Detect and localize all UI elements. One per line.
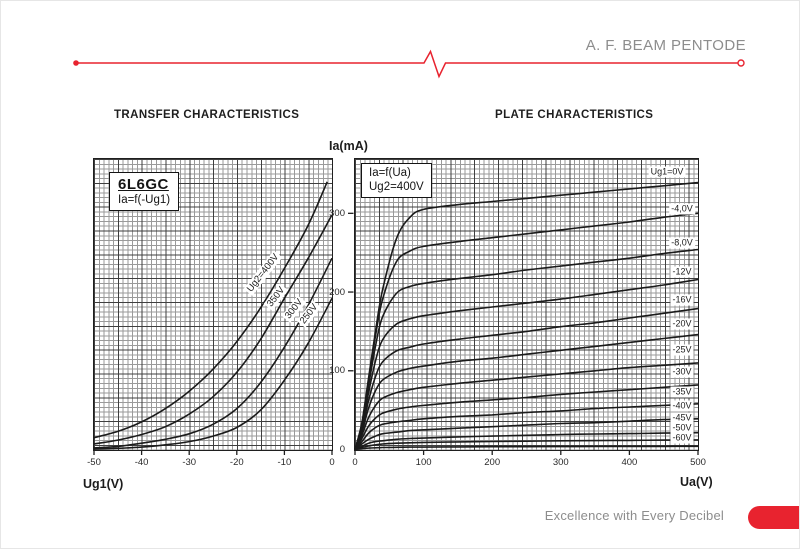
plate-curve-80V bbox=[353, 248, 698, 450]
transfer-x-tick-label: -20 bbox=[229, 457, 244, 468]
transfer-curves-svg bbox=[92, 180, 333, 455]
y-tick-label: 200 bbox=[329, 286, 345, 298]
plate-curve-40V bbox=[353, 417, 698, 450]
plate-curve-16V bbox=[353, 307, 698, 450]
plate-function-label: Ia=f(Ua) bbox=[369, 167, 411, 179]
plate-x-tick-label: 400 bbox=[621, 457, 638, 468]
plate-x-tick-label: 200 bbox=[484, 457, 501, 468]
plate-section-title: PLATE CHARACTERISTICS bbox=[495, 109, 654, 121]
header-divider-pulse-line bbox=[73, 49, 745, 79]
transfer-x-tick-label: -50 bbox=[87, 457, 101, 468]
transfer-x-tick-label: -10 bbox=[277, 457, 292, 468]
line-end-circle bbox=[737, 59, 745, 67]
transfer-curve-350V bbox=[93, 214, 333, 445]
plate-curve-label: -35V bbox=[670, 386, 694, 398]
plate-curve-25V bbox=[353, 361, 698, 450]
line-start-dot bbox=[73, 60, 79, 66]
transfer-curve-250V bbox=[93, 297, 333, 450]
plate-curve-12V bbox=[353, 278, 698, 450]
transfer-legend-box: 6L6GC Ia=f(-Ug1) bbox=[109, 172, 180, 211]
plate-curve-30V bbox=[353, 383, 698, 450]
plate-curve-label: -60V bbox=[670, 432, 694, 444]
transfer-x-tick-label: -30 bbox=[182, 457, 197, 468]
plate-curve-label: -8,0V bbox=[669, 237, 695, 249]
plate-x-tick-label: 100 bbox=[415, 457, 432, 468]
plate-chart-plot bbox=[347, 157, 699, 455]
plate-x-tick-label: 300 bbox=[552, 457, 569, 468]
plate-legend-box: Ia=f(Ua) Ug2=400V bbox=[361, 163, 432, 198]
footer-tagline: Excellence with Every Decibel bbox=[544, 508, 724, 523]
plate-curve-label: -20V bbox=[670, 318, 694, 330]
transfer-curve-300V bbox=[93, 257, 333, 449]
plate-x-tick-label: 0 bbox=[352, 457, 358, 468]
plate-curve-label: -16V bbox=[670, 294, 694, 306]
transfer-x-axis-label: Ug1(V) bbox=[83, 477, 124, 491]
plate-x-axis-label: Ua(V) bbox=[680, 475, 713, 489]
transfer-function-label: Ia=f(-Ug1) bbox=[118, 194, 171, 206]
plate-curve-label: -30V bbox=[670, 366, 694, 378]
footer-brand-pill bbox=[748, 506, 799, 529]
plate-curve-label: -25V bbox=[670, 344, 694, 356]
transfer-x-tick-label: -40 bbox=[134, 457, 149, 468]
plate-curve-40V bbox=[353, 212, 698, 450]
plate-curve-60V bbox=[354, 445, 698, 450]
page-title: A. F. BEAM PENTODE bbox=[585, 37, 746, 54]
plate-curve-label: -4,0V bbox=[669, 203, 695, 215]
plate-curve-label: -45V bbox=[670, 412, 694, 424]
screen-voltage-label: Ug2=400V bbox=[369, 181, 424, 193]
plate-curve-label: -12V bbox=[670, 266, 694, 278]
transfer-section-title: TRANSFER CHARACTERISTICS bbox=[114, 109, 300, 121]
y-axis-label: Ia(mA) bbox=[329, 139, 368, 153]
tube-name: 6L6GC bbox=[118, 176, 169, 193]
transfer-x-tick-label: 0 bbox=[329, 457, 335, 468]
y-tick-label: 0 bbox=[339, 444, 345, 455]
plate-curve-45V bbox=[354, 431, 698, 450]
plate-curve-50V bbox=[354, 438, 698, 450]
y-tick-label: 300 bbox=[329, 207, 345, 219]
pulse-line bbox=[75, 49, 738, 79]
plate-curve-label: -50V bbox=[670, 422, 694, 434]
plate-curve-label: -40V bbox=[670, 400, 694, 412]
transfer-curve-Ug2400V bbox=[93, 180, 328, 438]
y-tick-label: 100 bbox=[329, 365, 345, 377]
plate-curves-svg bbox=[347, 181, 699, 455]
plate-x-tick-label: 500 bbox=[690, 457, 706, 468]
plate-curve-35V bbox=[353, 402, 698, 450]
plate-curve-20V bbox=[353, 333, 698, 450]
plate-curve-label: Ug1=0V bbox=[648, 166, 686, 178]
